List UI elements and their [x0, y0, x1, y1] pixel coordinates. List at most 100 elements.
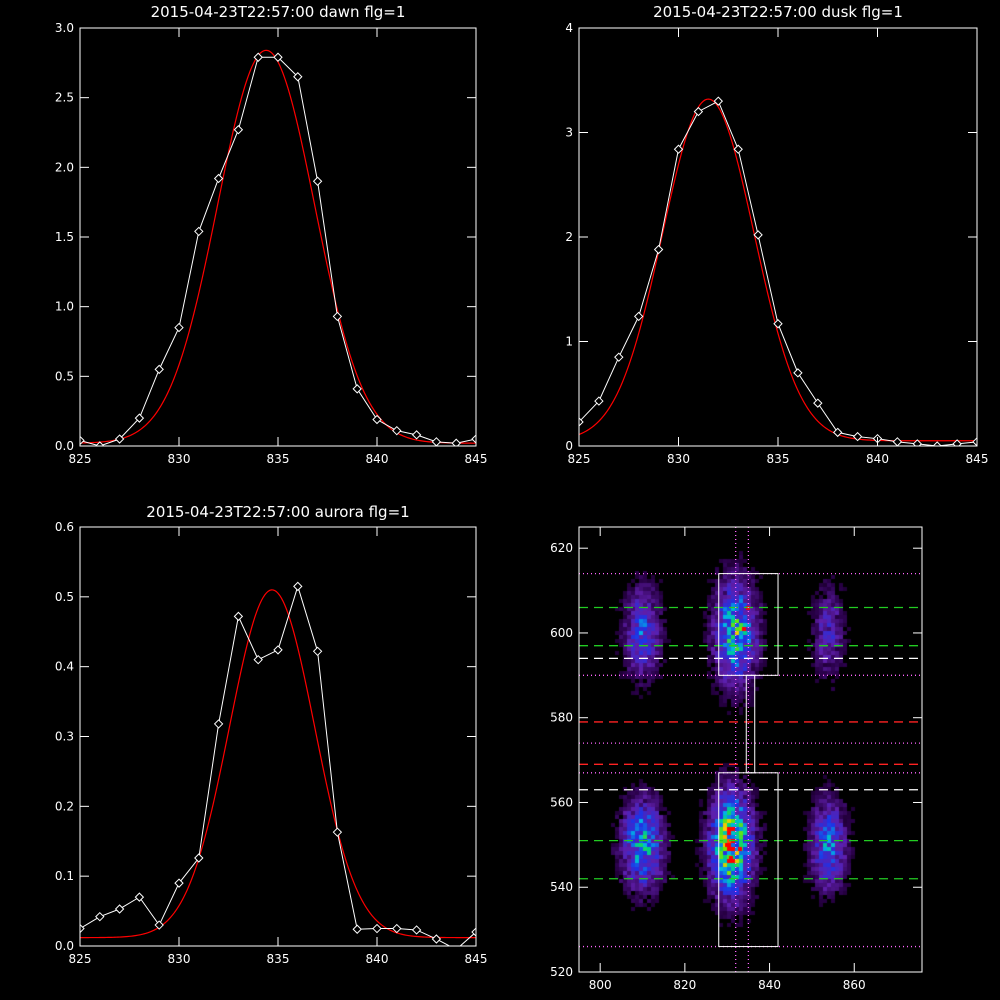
data-point-diamond	[154, 364, 164, 375]
data-point-diamond	[332, 827, 343, 837]
data-point-diamond	[693, 106, 704, 117]
data-point-diamond	[293, 72, 303, 82]
y-tick-label: 0.2	[55, 799, 74, 813]
y-tick-label: 0.0	[55, 439, 74, 453]
plot-frame	[79, 27, 477, 447]
data-point-diamond	[174, 322, 184, 333]
data-point-diamond	[431, 934, 442, 944]
fit-curve	[80, 589, 476, 939]
y-tick-label: 4	[565, 21, 573, 35]
line-chart-panel: 2015-04-23T22:57:00 aurora flg=1 825 830 83…	[55, 503, 488, 966]
data-point-diamond	[471, 434, 476, 444]
data-point-diamond	[194, 226, 204, 237]
chart-title: 2015-04-23T22:57:00 dusk flg=1	[653, 3, 903, 21]
data-point-diamond	[233, 611, 244, 622]
y-tick-label: 0.5	[55, 590, 74, 604]
data-point-diamond	[392, 425, 402, 436]
y-tick-label: 0.4	[55, 660, 74, 674]
y-tick-label: 3.0	[55, 21, 74, 35]
data-point-diamond	[114, 434, 125, 444]
y-tick-label: 0.1	[55, 869, 74, 883]
data-point-diamond	[312, 646, 323, 657]
data-point-diamond	[114, 904, 125, 914]
data-point-diamond	[852, 431, 863, 442]
plot-frame	[578, 27, 978, 447]
data-point-diamond	[932, 441, 942, 446]
x-tick-label: 830	[667, 452, 690, 466]
data-point-diamond	[972, 437, 977, 446]
data-point-diamond	[154, 920, 164, 930]
data-point-diamond	[174, 878, 184, 888]
data-point-diamond	[233, 125, 244, 135]
data-point-diamond	[653, 244, 664, 255]
data-point-diamond	[80, 435, 85, 446]
y-tick-label: 2	[565, 230, 573, 244]
x-tick-label: 840	[866, 452, 889, 466]
data-point-diamond	[832, 427, 843, 438]
plot-frame	[578, 526, 923, 973]
y-tick-label: 0	[565, 439, 573, 453]
region-box	[745, 674, 756, 774]
data-line	[579, 100, 977, 446]
x-tick-label: 825	[568, 452, 591, 466]
data-point-diamond	[392, 923, 402, 934]
data-point-diamond	[673, 144, 684, 154]
y-tick-label: 1.5	[55, 230, 74, 244]
data-point-diamond	[451, 438, 461, 446]
data-point-diamond	[332, 311, 343, 322]
data-point-diamond	[411, 925, 422, 935]
data-point-diamond	[95, 911, 105, 922]
data-point-diamond	[733, 144, 743, 154]
y-tick-label: 560	[550, 795, 573, 809]
data-point-diamond	[753, 230, 763, 240]
y-tick-label: 0.6	[55, 520, 74, 534]
y-tick-label: 580	[550, 711, 573, 725]
data-point-diamond	[134, 892, 145, 902]
data-line	[80, 56, 476, 446]
y-tick-label: 620	[550, 541, 573, 555]
data-point-diamond	[813, 398, 823, 408]
x-tick-label: 835	[267, 452, 290, 466]
x-tick-label: 840	[758, 978, 781, 992]
data-point-diamond	[352, 924, 362, 934]
line-chart-panel: 2015-04-23T22:57:00 dusk flg=1 825 830 835 8…	[565, 3, 988, 466]
data-point-diamond	[713, 96, 724, 106]
data-point-diamond	[594, 396, 604, 406]
data-point-diamond	[95, 441, 105, 446]
fit-curve	[80, 49, 476, 444]
data-point-diamond	[633, 311, 644, 322]
heatmap-panel: 800 820 840 860 520 540 560 580 600 620	[550, 526, 923, 992]
x-tick-label: 845	[465, 452, 488, 466]
y-tick-label: 0.3	[55, 730, 74, 744]
data-point-diamond	[372, 414, 382, 425]
x-tick-label: 800	[589, 978, 612, 992]
y-tick-label: 540	[550, 880, 573, 894]
data-point-diamond	[614, 352, 624, 362]
chart-title: 2015-04-23T22:57:00 aurora flg=1	[146, 503, 409, 521]
data-point-diamond	[431, 437, 442, 446]
data-point-diamond	[134, 413, 145, 423]
data-point-diamond	[793, 368, 803, 378]
chart-title: 2015-04-23T22:57:00 dawn flg=1	[151, 3, 406, 21]
data-point-diamond	[952, 439, 962, 446]
x-tick-label: 840	[366, 952, 389, 966]
data-point-diamond	[579, 417, 584, 427]
y-tick-label: 1.0	[55, 300, 74, 314]
data-point-diamond	[892, 437, 903, 446]
x-tick-label: 830	[168, 452, 191, 466]
plot-frame	[79, 526, 477, 947]
y-tick-label: 2.5	[55, 91, 74, 105]
x-tick-label: 845	[966, 452, 989, 466]
data-point-diamond	[372, 923, 382, 934]
data-point-diamond	[273, 52, 283, 62]
data-point-diamond	[253, 654, 263, 665]
data-point-diamond	[194, 853, 204, 863]
data-point-diamond	[253, 52, 263, 62]
data-point-diamond	[352, 384, 362, 394]
x-tick-label: 820	[673, 978, 696, 992]
x-tick-label: 845	[465, 952, 488, 966]
heatmap-image	[579, 527, 922, 972]
x-tick-label: 860	[843, 978, 866, 992]
